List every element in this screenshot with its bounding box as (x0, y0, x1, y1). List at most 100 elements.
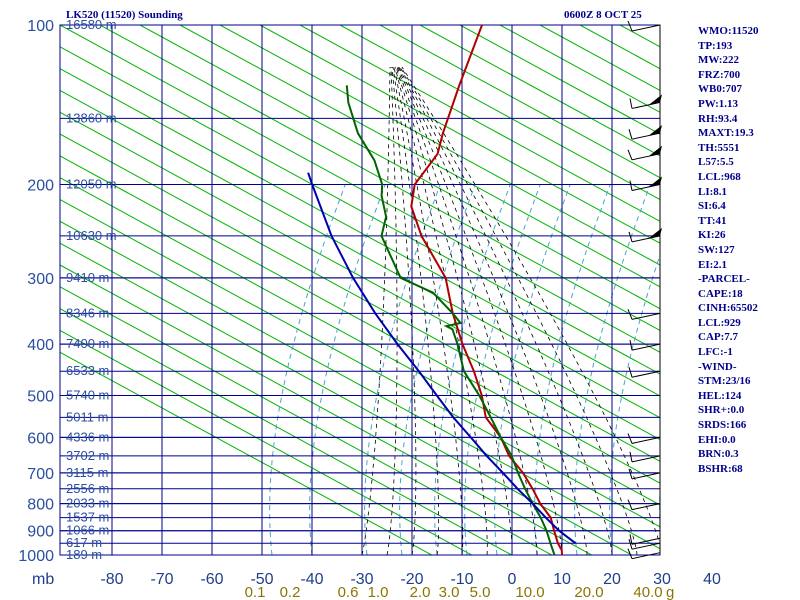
index-item: LFC:-1 (698, 346, 733, 359)
dry-adiabat (60, 242, 633, 555)
pressure-axis-unit: mb (32, 571, 54, 588)
dry-adiabat (139, 25, 660, 310)
index-item: L57:5.5 (698, 156, 734, 169)
index-item: PW:1.13 (698, 97, 739, 110)
dry-adiabat (60, 25, 660, 353)
index-item: TH:5551 (698, 141, 740, 154)
temperature-tick-label: 40 (703, 571, 721, 588)
index-item: -WIND- (698, 360, 737, 373)
index-item: WB0:707 (698, 83, 742, 96)
dry-adiabat (99, 25, 660, 332)
dry-adiabat (179, 25, 660, 288)
sounding-time: 0600Z 8 OCT 25 (564, 9, 642, 21)
mixing-ratio-label: 5.0 (470, 584, 491, 600)
dry-adiabat (60, 198, 660, 528)
dry-adiabat (60, 177, 660, 506)
height-label: 4336 m (66, 429, 109, 444)
grid (59, 24, 661, 556)
index-item: TT:41 (698, 214, 727, 227)
dry-adiabat (60, 133, 660, 462)
height-label: 2556 m (66, 481, 109, 496)
dry-adiabat (60, 89, 660, 419)
dry-adiabat (60, 155, 660, 484)
height-label: 3115 m (66, 465, 108, 480)
moist-adiabat (401, 66, 660, 547)
index-item: WMO:11520 (698, 25, 759, 37)
wind-barb (629, 339, 661, 351)
chart-title: LK520 (11520) Sounding (66, 9, 183, 21)
barb-flag (648, 176, 662, 188)
wind-barb (628, 125, 662, 140)
height-label: 9410 m (66, 270, 109, 285)
dry-adiabat (60, 220, 660, 550)
mixing-ratio-unit: g (666, 584, 674, 600)
temperature-tick-label: 0 (508, 571, 517, 588)
wind-barb (628, 367, 661, 378)
profiles (307, 25, 577, 555)
index-item: MW:222 (698, 54, 739, 67)
wind-barb (629, 176, 662, 192)
pressure-tick-label: 1000 (18, 548, 54, 565)
temperature-tick-label: -40 (300, 571, 323, 588)
temperature-tick-label: -80 (100, 571, 123, 588)
background-lines (60, 25, 660, 555)
moist-adiabat (397, 66, 563, 555)
index-item: KI:26 (698, 229, 726, 242)
dry-adiabat (60, 68, 660, 397)
height-label: 16580 m (66, 17, 117, 32)
height-label: 617 m (66, 535, 102, 550)
temperature-tick-label: 10 (553, 571, 571, 588)
dry-adiabat (60, 264, 593, 555)
wind-barb (627, 499, 661, 511)
pressure-tick-label: 600 (27, 430, 54, 447)
height-label: 5011 m (66, 409, 108, 424)
dry-adiabat (60, 351, 433, 555)
moist-adiabat (386, 66, 398, 555)
index-item: RH:93.4 (698, 112, 738, 125)
wind-barb (627, 145, 662, 161)
index-item: -PARCEL- (698, 273, 750, 286)
pressure-tick-label: 300 (27, 271, 54, 288)
index-item: SW:127 (698, 243, 735, 256)
wind-barb (627, 309, 661, 320)
wind-barbs (627, 20, 662, 560)
mixing-ratio-label: 0.6 (338, 584, 359, 600)
index-item: BRN:0.3 (698, 448, 739, 461)
temperature-tick-label: -30 (350, 571, 373, 588)
pressure-tick-label: 400 (27, 337, 54, 354)
wind-barb (629, 534, 661, 545)
wind-barb (629, 451, 661, 463)
dry-adiabat (259, 25, 660, 244)
barb-flag (648, 227, 662, 239)
mixing-ratio-label: 2.0 (410, 584, 431, 600)
height-label: 7400 m (66, 336, 109, 351)
index-item: LCL:929 (698, 316, 741, 329)
moist-adiabat (395, 66, 513, 555)
index-item: FRZ:700 (698, 68, 741, 81)
index-item: LCL:968 (698, 170, 741, 183)
mixing-ratio-label: 20.0 (574, 584, 603, 600)
dry-adiabat (379, 25, 660, 179)
dry-adiabat (339, 25, 660, 201)
temperature-line (410, 25, 563, 555)
barb-flag (648, 145, 662, 157)
moist-adiabat (393, 66, 464, 555)
index-item: SRDS:166 (698, 419, 747, 432)
wind-barb (628, 539, 661, 550)
index-item: TP:193 (698, 39, 733, 52)
moist-adiabat (361, 66, 391, 555)
dry-adiabat (60, 111, 660, 441)
index-item: EHI:0.0 (698, 433, 736, 446)
dry-adiabat (219, 25, 660, 266)
height-label: 2033 m (66, 496, 109, 511)
barb-flag (648, 125, 662, 137)
wind-barb (627, 548, 661, 560)
mixing-ratio-label: 40.0 (633, 584, 662, 600)
mixing-ratio-label: 10.0 (515, 584, 544, 600)
index-item: SHR+:0.0 (698, 404, 745, 417)
index-item: LI:8.1 (698, 185, 728, 198)
pressure-tick-label: 700 (27, 466, 54, 483)
index-item: SI:6.4 (698, 200, 726, 213)
index-item: MAXT:19.3 (698, 127, 754, 140)
